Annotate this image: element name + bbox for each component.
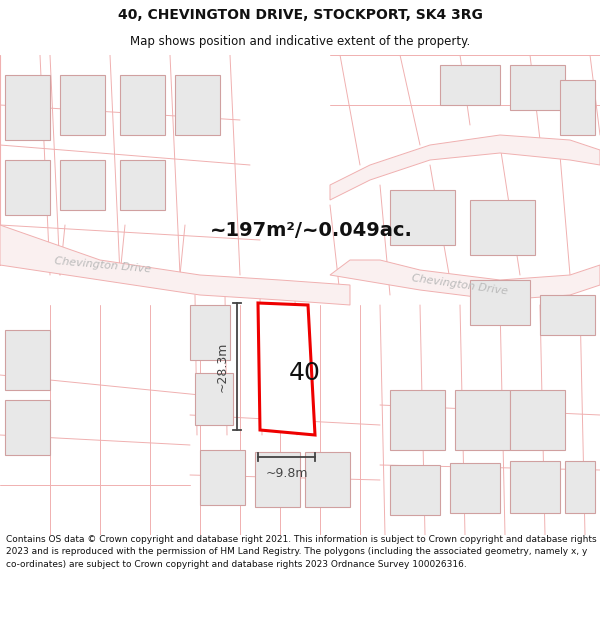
Bar	[455, 390, 510, 450]
Bar	[195, 373, 233, 425]
Bar	[255, 452, 300, 507]
Bar	[390, 390, 445, 450]
Text: ~197m²/~0.049ac.: ~197m²/~0.049ac.	[210, 221, 413, 239]
Bar	[305, 452, 350, 507]
Bar	[5, 330, 50, 390]
Text: ~28.3m: ~28.3m	[216, 341, 229, 392]
Polygon shape	[258, 303, 315, 435]
Polygon shape	[330, 260, 600, 300]
Bar	[5, 160, 50, 215]
Bar	[390, 190, 455, 245]
Bar	[510, 461, 560, 513]
Bar	[200, 450, 245, 505]
Bar	[560, 80, 595, 135]
Bar	[440, 65, 500, 105]
Bar	[120, 160, 165, 210]
Text: Map shows position and indicative extent of the property.: Map shows position and indicative extent…	[130, 35, 470, 48]
Bar	[5, 75, 50, 140]
Bar	[60, 160, 105, 210]
Text: Chevington Drive: Chevington Drive	[411, 273, 509, 297]
Bar	[390, 465, 440, 515]
Bar	[510, 65, 565, 110]
Text: 40: 40	[289, 361, 321, 385]
Bar	[470, 280, 530, 325]
Bar	[470, 200, 535, 255]
Bar	[120, 75, 165, 135]
Text: 40, CHEVINGTON DRIVE, STOCKPORT, SK4 3RG: 40, CHEVINGTON DRIVE, STOCKPORT, SK4 3RG	[118, 8, 482, 22]
Bar	[450, 463, 500, 513]
Bar	[565, 461, 595, 513]
Text: Chevington Drive: Chevington Drive	[54, 256, 152, 274]
Bar	[190, 305, 230, 360]
Bar	[540, 295, 595, 335]
Bar	[175, 75, 220, 135]
Polygon shape	[0, 225, 350, 305]
Bar	[510, 390, 565, 450]
Bar	[60, 75, 105, 135]
Text: Contains OS data © Crown copyright and database right 2021. This information is : Contains OS data © Crown copyright and d…	[6, 535, 596, 569]
Text: ~9.8m: ~9.8m	[265, 467, 308, 480]
Polygon shape	[330, 135, 600, 200]
Bar	[5, 400, 50, 455]
